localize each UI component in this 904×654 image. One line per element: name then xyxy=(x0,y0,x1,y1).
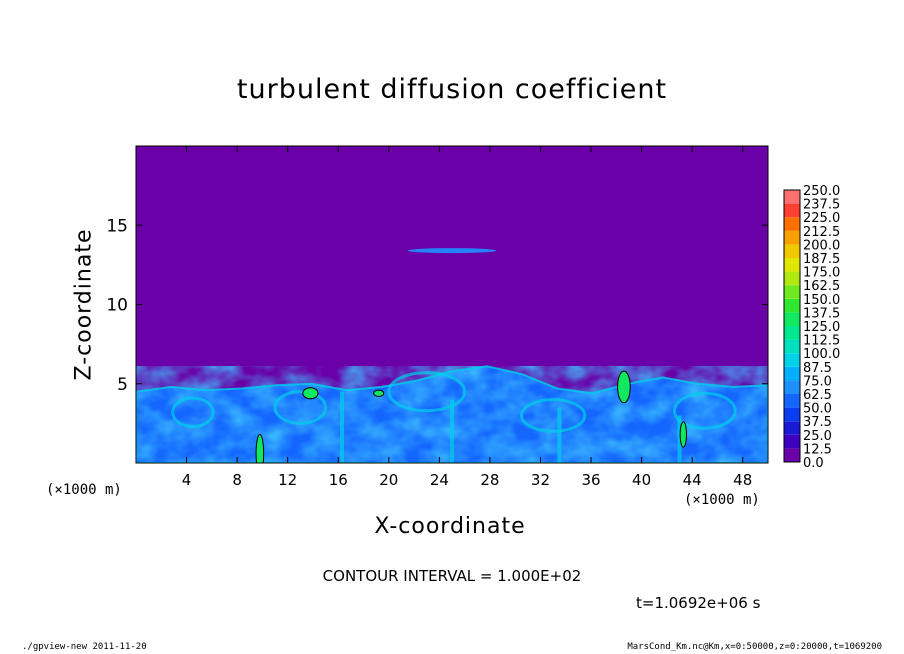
colorbar-label: 225.0 xyxy=(803,211,840,226)
boundary-layer-edge xyxy=(136,365,768,463)
eddy-3 xyxy=(520,398,587,433)
x-tick-label: 12 xyxy=(278,471,297,489)
colorbar-label: 187.5 xyxy=(803,252,840,267)
elevated-layer xyxy=(407,248,497,254)
footer-right: MarsCond_Km.nc@Km,x=0:50000,z=0:20000,t=… xyxy=(627,642,882,652)
colorbar-swatch xyxy=(784,339,800,354)
plot-area xyxy=(135,145,769,464)
colorbar-label: 112.5 xyxy=(803,334,840,349)
colorbar-swatch xyxy=(784,434,800,449)
colorbar-label: 12.5 xyxy=(803,442,832,457)
chart-title: turbulent diffusion coefficient xyxy=(236,74,668,105)
colorbar-label: 75.0 xyxy=(803,374,832,389)
colorbar-label: 162.5 xyxy=(803,279,840,294)
high-pocket-4 xyxy=(679,421,687,448)
colorbar-label: 50.0 xyxy=(803,402,832,417)
high-pocket-0 xyxy=(255,433,265,463)
y-tick-label: 5 xyxy=(117,375,128,395)
x-tick-label: 16 xyxy=(329,471,348,489)
x-tick-label: 20 xyxy=(379,471,398,489)
high-pocket-1 xyxy=(302,387,319,400)
colorbar-swatch xyxy=(784,217,800,231)
eddy-1 xyxy=(273,390,328,425)
colorbar-label: 62.5 xyxy=(803,388,832,403)
colorbar-swatch xyxy=(784,190,800,204)
colorbar-label: 150.0 xyxy=(803,293,840,308)
x-axis-label: X-coordinate xyxy=(374,514,526,539)
colorbar-label: 250.0 xyxy=(803,184,840,199)
y-tick-label: 15 xyxy=(106,216,128,236)
colorbar-label: 87.5 xyxy=(803,361,832,376)
x-tick-label: 24 xyxy=(430,471,449,489)
colorbar-swatch xyxy=(784,353,800,367)
colorbar-label: 37.5 xyxy=(803,415,832,430)
y-scale-note: (×1000 m) xyxy=(46,482,122,498)
colorbar-swatch xyxy=(784,380,800,394)
y-axis-label: Z-coordinate xyxy=(71,228,97,381)
colorbar-swatch xyxy=(784,258,800,272)
eddy-0 xyxy=(171,396,215,429)
colorbar-label: 125.0 xyxy=(803,320,840,335)
colorbar-label: 175.0 xyxy=(803,266,840,281)
x-tick-label: 36 xyxy=(581,471,600,489)
colorbar-label: 100.0 xyxy=(803,347,840,362)
x-tick-label: 44 xyxy=(683,471,702,489)
colorbar-swatch xyxy=(784,244,800,258)
eddy-2 xyxy=(387,371,467,413)
x-tick-label: 8 xyxy=(232,471,242,489)
colorbar-label: 137.5 xyxy=(803,306,840,321)
colorbar-swatch xyxy=(784,285,800,299)
colorbar: 0.012.525.037.550.062.575.087.5100.0112.… xyxy=(783,184,840,471)
x-tick-label: 4 xyxy=(182,471,192,489)
time-stamp: t=1.0692e+06 s xyxy=(636,594,761,612)
x-scale-note: (×1000 m) xyxy=(684,492,760,508)
colorbar-frame xyxy=(783,189,801,463)
colorbar-swatch xyxy=(784,394,800,408)
colorbar-label: 237.5 xyxy=(803,198,840,213)
x-tick-label: 40 xyxy=(632,471,651,489)
high-pocket-3 xyxy=(617,370,631,404)
y-tick-label: 10 xyxy=(106,296,128,316)
colorbar-swatch xyxy=(784,448,800,462)
colorbar-label: 212.5 xyxy=(803,225,840,240)
contour-interval: CONTOUR INTERVAL = 1.000E+02 xyxy=(322,567,582,585)
x-tick-label: 28 xyxy=(480,471,499,489)
turbulent-layer xyxy=(136,248,768,463)
colorbar-swatch xyxy=(784,312,800,326)
colorbar-swatch xyxy=(784,298,800,313)
colorbar-swatch xyxy=(784,366,800,381)
colorbar-swatch xyxy=(784,203,800,218)
colorbar-swatch xyxy=(784,326,800,340)
x-tick-label: 32 xyxy=(531,471,550,489)
colorbar-label: 0.0 xyxy=(803,456,824,471)
x-tick-label: 48 xyxy=(733,471,752,489)
colorbar-label: 25.0 xyxy=(803,429,832,444)
high-pocket-2 xyxy=(373,389,385,397)
colorbar-swatch xyxy=(784,421,800,435)
footer-left: ./gpview-new 2011-11-20 xyxy=(22,642,147,652)
colorbar-swatch xyxy=(784,271,800,286)
eddy-4 xyxy=(672,391,737,430)
colorbar-label: 200.0 xyxy=(803,238,840,253)
colorbar-swatch xyxy=(784,407,800,422)
colorbar-swatch xyxy=(784,230,800,245)
